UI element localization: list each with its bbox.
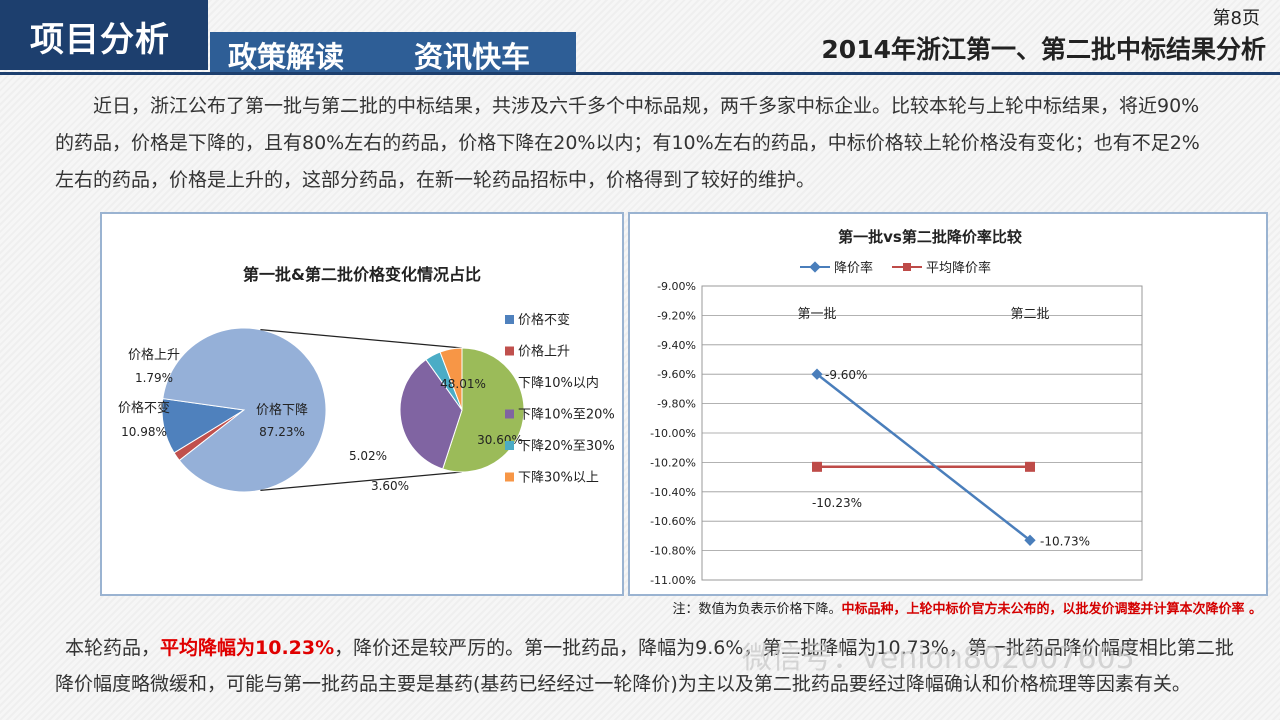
note-highlight: 中标品种，上轮中标价官方未公布的，以批发价调整并计算本次降价率 。 xyxy=(841,602,1262,617)
legend-price-unchanged: 价格不变 xyxy=(518,312,570,328)
legend-price-up: 价格上升 xyxy=(518,344,570,360)
legend-over-30: 下降30%以上 xyxy=(518,471,599,486)
avg-rate-data-label: -10.23% xyxy=(812,496,862,510)
line-title: 第一批vs第二批降价率比较 xyxy=(838,228,1022,246)
pie-connector-top xyxy=(260,329,463,349)
pie-chart-panel: 第一批&第二批价格变化情况占比价格下降 87.23% 价格不变 10.98% 价格上升 1… xyxy=(100,212,624,596)
breakdown-value-over-30: 5.02% xyxy=(349,449,387,463)
pie-connector-bottom xyxy=(260,471,463,491)
pie-value-up: 1.79% xyxy=(135,371,173,385)
breakdown-slice-within-10 xyxy=(442,347,525,473)
x-category-label: 第二批 xyxy=(1010,307,1049,322)
legend-within-10: 下降10%以内 xyxy=(518,375,599,391)
legend-over-30-swatch xyxy=(505,472,514,482)
summary-part1: 本轮药品， xyxy=(65,637,161,659)
legend-20-30: 下降20%至30% xyxy=(518,439,615,454)
y-tick-label: -10.20% xyxy=(650,456,696,469)
breakdown-slice-over-30 xyxy=(439,347,463,411)
legend-10-20-swatch xyxy=(505,409,514,419)
header-divider xyxy=(0,72,1280,75)
legend-rate-marker xyxy=(809,261,821,273)
legend-avg-label: 平均降价率 xyxy=(926,260,991,276)
tab-news[interactable]: 资讯快车 xyxy=(414,40,531,74)
page-number: 第8页 xyxy=(1212,8,1260,29)
legend-within-10-swatch xyxy=(505,378,514,387)
rate-data-label: -10.73% xyxy=(1040,534,1090,548)
breakdown-value-within-10: 48.01% xyxy=(440,377,486,391)
summary-highlight: 平均降幅为10.23% xyxy=(160,637,335,659)
avg-rate-point xyxy=(812,461,822,472)
y-tick-label: -10.40% xyxy=(650,486,696,499)
legend-20-30-swatch xyxy=(505,441,514,450)
y-tick-label: -9.60% xyxy=(657,368,696,381)
x-category-label: 第一批 xyxy=(797,307,836,322)
pie-label-down: 价格下降 xyxy=(256,402,308,418)
pie-label-unchanged: 价格不变 xyxy=(118,400,170,416)
legend-rate-label: 降价率 xyxy=(834,260,873,276)
intro-paragraph: 近日，浙江公布了第一批与第二批的中标结果，共涉及六千多个中标品规，两千多家中标企… xyxy=(55,95,1200,191)
y-tick-label: -10.00% xyxy=(650,427,696,440)
rate-point xyxy=(1024,534,1036,546)
pie-slice-price-down xyxy=(162,327,327,493)
pie-value-unchanged: 10.98% xyxy=(121,425,167,439)
note-prefix: 注：数值为负表示价格下降。 xyxy=(672,602,842,617)
tab-policy[interactable]: 政策解读 xyxy=(228,40,345,74)
pie-title: 第一批&第二批价格变化情况占比 xyxy=(243,265,481,284)
legend-price-up-swatch xyxy=(505,346,514,356)
wechat-watermark: 微信号：venion802007605 xyxy=(742,641,1135,676)
line-chart-panel: 第一批vs第二批降价率比较降价率 平均降价率 -9.00% -9.20% -9.40% -… xyxy=(628,212,1268,596)
section-header: 项目分析 xyxy=(0,0,208,70)
legend-avg-marker xyxy=(903,263,911,271)
section-title: 项目分析 xyxy=(30,20,170,60)
y-tick-label: -11.00% xyxy=(650,574,696,587)
y-tick-label: -9.00% xyxy=(657,280,696,293)
y-tick-label: -9.80% xyxy=(657,398,696,411)
avg-rate-point xyxy=(1025,461,1035,472)
y-tick-label: -10.80% xyxy=(650,545,696,558)
y-tick-label: -9.40% xyxy=(657,339,696,352)
breakdown-value-10-20: 30.60% xyxy=(477,433,523,447)
summary-paragraph: 本轮药品，平均降幅为10.23%，降价还是较严厉的。第一批药品，降幅为9.6%，… xyxy=(55,630,1250,702)
tab-bar xyxy=(210,32,576,72)
chart-note: 注：数值为负表示价格下降。中标品种，上轮中标价官方未公布的，以批发价调整并计算本… xyxy=(672,598,1262,617)
pie-value-down: 87.23% xyxy=(259,425,305,439)
rate-point xyxy=(811,368,823,380)
rate-data-label: -9.60% xyxy=(825,368,867,382)
summary-part2: ，降价还是较严厉的。第一批药品，降幅为9.6%，第二批降幅为10.73%，第一批… xyxy=(55,637,1234,695)
pie-label-up: 价格上升 xyxy=(128,347,180,363)
legend-10-20: 下降10%至20% xyxy=(518,408,615,423)
breakdown-value-20-30: 3.60% xyxy=(371,479,409,493)
legend-price-unchanged-swatch xyxy=(505,315,514,324)
breakdown-slice-10-20 xyxy=(399,358,463,470)
y-tick-label: -10.60% xyxy=(650,515,696,528)
page-title: 2014年浙江第一、第二批中标结果分析 xyxy=(821,35,1266,64)
rate-line xyxy=(816,373,1031,542)
y-tick-label: -9.20% xyxy=(657,309,696,322)
